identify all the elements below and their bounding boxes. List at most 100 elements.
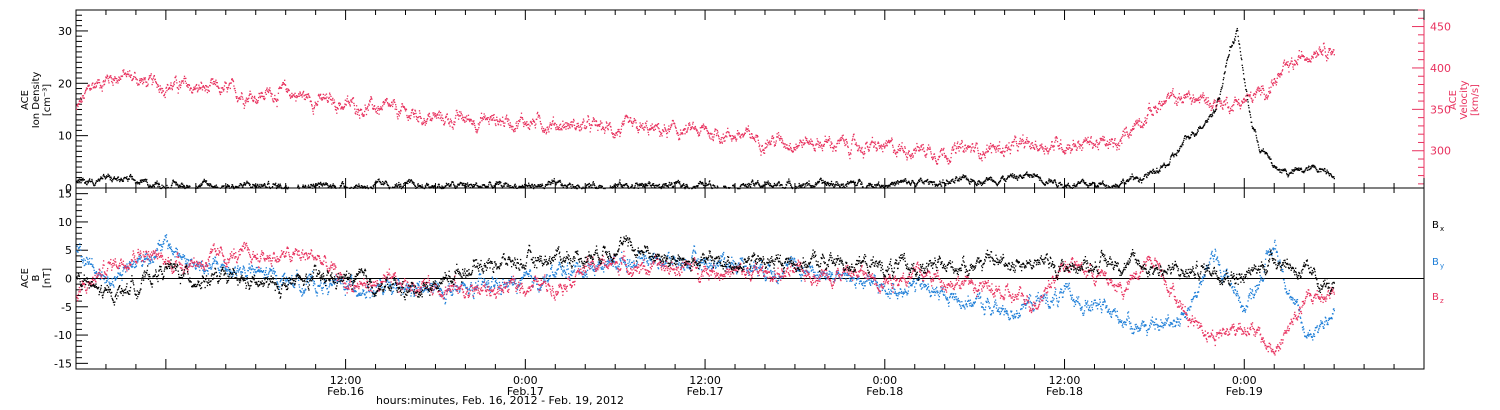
velocity-point — [320, 98, 322, 100]
velocity-point — [102, 81, 104, 83]
velocity-point — [1198, 101, 1201, 104]
density-point — [94, 184, 96, 186]
density-point — [1088, 184, 1090, 187]
velocity-point — [878, 142, 880, 144]
velocity-point — [229, 82, 231, 84]
velocity-point — [679, 129, 682, 131]
density-point — [936, 185, 939, 187]
velocity-point — [519, 118, 521, 121]
velocity-point — [388, 103, 391, 105]
velocity-point — [1021, 140, 1023, 143]
velocity-point — [93, 85, 95, 88]
velocity-point — [379, 108, 382, 110]
density-point — [1121, 182, 1123, 184]
density-point — [946, 180, 949, 182]
density-point — [372, 185, 374, 187]
velocity-point — [408, 115, 411, 117]
velocity-point — [475, 129, 478, 131]
velocity-point — [838, 139, 840, 142]
density-point — [1065, 184, 1067, 186]
velocity-point — [413, 112, 416, 115]
density-point — [413, 183, 415, 185]
velocity-point — [285, 90, 288, 93]
density-point — [540, 185, 542, 188]
velocity-point — [354, 108, 356, 110]
velocity-point — [533, 121, 536, 123]
velocity-point — [968, 146, 970, 148]
density-point — [549, 182, 551, 184]
velocity-point — [976, 143, 978, 145]
velocity-point — [1120, 137, 1122, 139]
velocity-point — [510, 124, 512, 126]
velocity-point — [1036, 145, 1038, 147]
density-point — [1095, 185, 1097, 188]
density-point — [772, 186, 774, 188]
velocity-point — [918, 147, 921, 149]
velocity-point — [131, 79, 134, 81]
velocity-point — [1300, 50, 1303, 53]
density-point — [979, 183, 981, 185]
density-point — [578, 186, 581, 188]
velocity-point — [174, 76, 177, 79]
velocity-point — [1297, 58, 1299, 61]
density-point — [177, 183, 179, 186]
velocity-point — [1326, 60, 1328, 62]
density-point — [745, 185, 748, 188]
velocity-point — [874, 142, 876, 144]
velocity-point — [812, 143, 814, 146]
density-point — [1040, 179, 1042, 181]
velocity-point — [161, 87, 164, 90]
density-point — [157, 185, 159, 188]
density-point — [1000, 178, 1002, 180]
density-point — [511, 186, 514, 188]
density-point — [672, 185, 674, 188]
velocity-point — [129, 75, 131, 77]
velocity-point — [579, 130, 581, 132]
density-point — [539, 183, 542, 186]
velocity-point — [372, 108, 374, 110]
velocity-point — [512, 129, 515, 132]
velocity-point — [757, 139, 759, 141]
density-point — [714, 185, 716, 187]
density-point — [965, 178, 967, 180]
velocity-point — [617, 128, 619, 131]
velocity-point — [506, 118, 508, 120]
velocity-point — [79, 100, 81, 103]
density-point — [681, 184, 683, 187]
density-point — [92, 183, 94, 185]
density-point — [343, 185, 345, 187]
density-point — [664, 185, 666, 187]
velocity-point — [652, 127, 654, 129]
velocity-point — [275, 98, 277, 100]
velocity-point — [1265, 97, 1267, 99]
velocity-point — [1282, 65, 1284, 68]
velocity-point — [667, 128, 670, 130]
density-point — [174, 182, 177, 184]
density-point — [324, 184, 326, 186]
density-point — [942, 179, 944, 181]
velocity-point — [148, 75, 151, 77]
density-point — [513, 185, 515, 187]
velocity-point — [750, 137, 752, 139]
velocity-point — [200, 82, 203, 84]
velocity-point — [901, 142, 903, 144]
velocity-point — [831, 146, 834, 149]
velocity-point — [604, 130, 606, 132]
density-point — [878, 184, 880, 186]
velocity-point — [256, 100, 258, 102]
velocity-point — [922, 148, 924, 150]
velocity-point — [1166, 93, 1169, 96]
velocity-point — [222, 88, 224, 91]
velocity-point — [1135, 121, 1137, 123]
velocity-point — [1328, 49, 1331, 51]
velocity-point — [1056, 141, 1059, 143]
velocity-point — [1318, 46, 1321, 48]
density-point — [773, 184, 775, 187]
velocity-point — [365, 113, 368, 116]
density-point — [267, 182, 269, 184]
velocity-point — [469, 118, 471, 121]
velocity-point — [717, 131, 719, 133]
density-point — [679, 183, 681, 185]
density-point — [1089, 184, 1091, 186]
density-point — [298, 187, 300, 190]
